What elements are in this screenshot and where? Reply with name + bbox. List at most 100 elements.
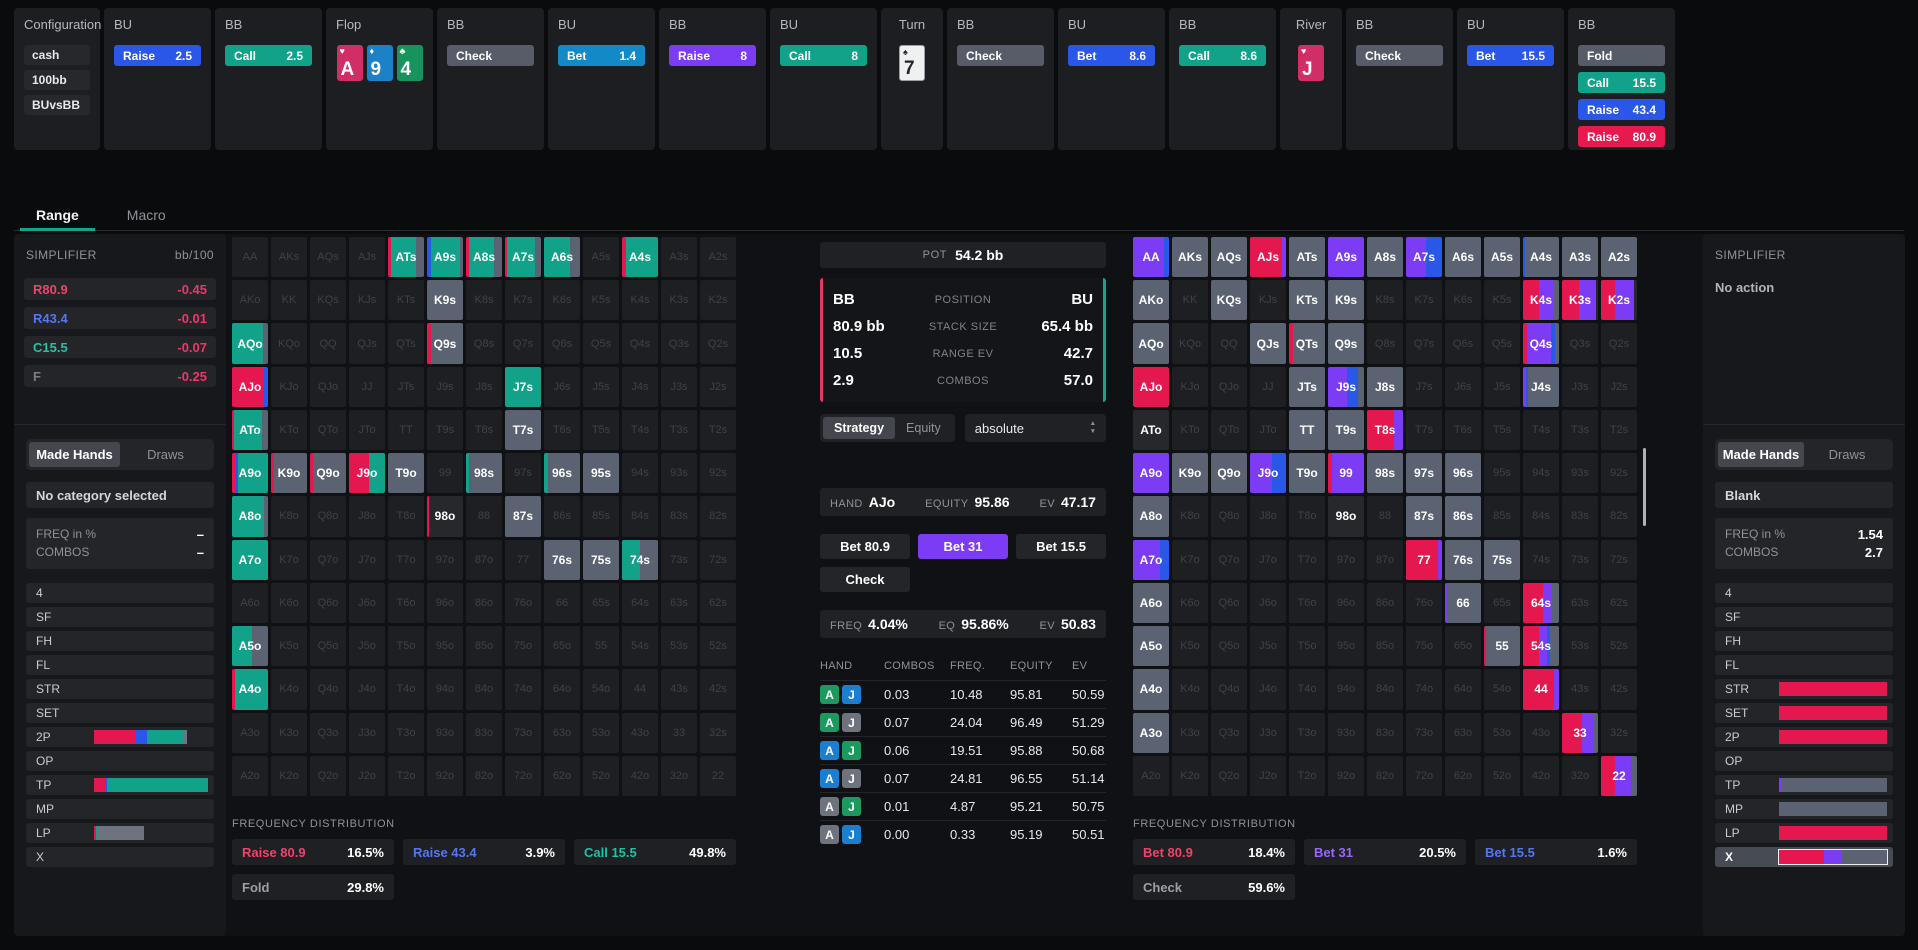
matrix-cell-J2s[interactable]: J2s [1601,366,1637,407]
freq-chip-bet-80.9[interactable]: Bet 80.9 18.4% [1133,839,1295,865]
hand-category-4[interactable]: 4 [26,583,214,603]
history-action-call-8.6[interactable]: Call 8.6 [1179,45,1266,66]
matrix-cell-JTo[interactable]: JTo [349,409,385,451]
matrix-cell-J6o[interactable]: J6o [1250,582,1286,624]
matrix-cell-76o[interactable]: 76o [1406,582,1442,624]
matrix-cell-Q2s[interactable]: Q2s [1601,323,1637,364]
matrix-cell-83s[interactable]: 83s [1562,496,1598,537]
matrix-cell-83s[interactable]: 83s [661,496,697,537]
matrix-cell-98o[interactable]: 98o [1328,496,1364,537]
config-item-cash[interactable]: cash [24,45,90,65]
matrix-cell-98s[interactable]: 98s [1367,453,1403,494]
matrix-cell-92s[interactable]: 92s [1601,453,1637,494]
draws-tab[interactable]: Draws [147,447,184,462]
matrix-cell-J2o[interactable]: J2o [1250,755,1286,796]
matrix-cell-96s[interactable]: 96s [1445,453,1481,494]
matrix-cell-Q5s[interactable]: Q5s [583,323,619,364]
matrix-cell-J4o[interactable]: J4o [1250,669,1286,710]
matrix-cell-52o[interactable]: 52o [1484,755,1520,796]
matrix-cell-76s[interactable]: 76s [1445,539,1481,580]
matrix-cell-AKs[interactable]: AKs [271,237,307,278]
matrix-cell-99[interactable]: 99 [1328,453,1364,494]
matrix-cell-43s[interactable]: 43s [661,669,697,710]
matrix-cell-TT[interactable]: TT [1289,409,1325,451]
history-action-bet-8.6[interactable]: Bet 8.6 [1068,45,1155,66]
matrix-cell-AKo[interactable]: AKo [1133,280,1169,321]
matrix-cell-KQs[interactable]: KQs [310,280,346,321]
strategy-tab[interactable]: Strategy [823,417,896,439]
matrix-cell-J8s[interactable]: J8s [466,366,502,407]
matrix-cell-76o[interactable]: 76o [505,582,541,624]
matrix-cell-KJs[interactable]: KJs [1250,280,1286,321]
matrix-cell-54s[interactable]: 54s [622,626,658,667]
history-action-raise-8[interactable]: Raise 8 [669,45,756,66]
matrix-cell-QTo[interactable]: QTo [310,409,346,451]
matrix-cell-85s[interactable]: 85s [583,496,619,537]
matrix-cell-J9o[interactable]: J9o [349,453,385,494]
matrix-cell-62s[interactable]: 62s [1601,582,1637,624]
matrix-cell-62o[interactable]: 62o [1445,755,1481,796]
hand-category-X[interactable]: X [1715,847,1893,867]
matrix-cell-94o[interactable]: 94o [427,669,463,710]
matrix-cell-J3s[interactable]: J3s [1562,366,1598,407]
matrix-cell-T9s[interactable]: T9s [1328,409,1364,451]
matrix-cell-JTo[interactable]: JTo [1250,409,1286,451]
matrix-cell-K3o[interactable]: K3o [271,712,307,753]
matrix-cell-62o[interactable]: 62o [544,755,580,796]
matrix-cell-KJo[interactable]: KJo [1172,366,1208,407]
matrix-cell-63o[interactable]: 63o [544,712,580,753]
matrix-cell-86s[interactable]: 86s [1445,496,1481,537]
matrix-cell-Q4s[interactable]: Q4s [1523,323,1559,364]
matrix-cell-42o[interactable]: 42o [622,755,658,796]
matrix-cell-22[interactable]: 22 [1601,755,1637,796]
matrix-cell-63s[interactable]: 63s [1562,582,1598,624]
history-action-raise-43.4[interactable]: Raise 43.4 [1578,99,1665,120]
hand-category-MP[interactable]: MP [1715,799,1893,819]
matrix-cell-Q8o[interactable]: Q8o [310,496,346,537]
draws-tab-right[interactable]: Draws [1828,447,1866,462]
matrix-cell-T7s[interactable]: T7s [1406,409,1442,451]
hand-category-MP[interactable]: MP [26,799,214,819]
matrix-cell-Q3o[interactable]: Q3o [310,712,346,753]
matrix-cell-AJs[interactable]: AJs [349,237,385,278]
matrix-cell-T8s[interactable]: T8s [1367,409,1403,451]
matrix-cell-K6s[interactable]: K6s [544,280,580,321]
matrix-cell-KTs[interactable]: KTs [388,280,424,321]
matrix-cell-A3s[interactable]: A3s [661,237,697,278]
matrix-cell-AKs[interactable]: AKs [1172,237,1208,278]
matrix-cell-A4s[interactable]: A4s [622,237,658,278]
matrix-cell-83o[interactable]: 83o [466,712,502,753]
matrix-cell-82o[interactable]: 82o [1367,755,1403,796]
matrix-cell-73s[interactable]: 73s [661,539,697,580]
matrix-cell-T4o[interactable]: T4o [388,669,424,710]
matrix-cell-94s[interactable]: 94s [622,453,658,494]
config-item-BUvsBB[interactable]: BUvsBB [24,95,90,115]
matrix-cell-73o[interactable]: 73o [505,712,541,753]
matrix-cell-75o[interactable]: 75o [1406,626,1442,667]
hand-category-STR[interactable]: STR [26,679,214,699]
matrix-cell-AKo[interactable]: AKo [232,280,268,321]
matrix-cell-A7s[interactable]: A7s [1406,237,1442,278]
hand-category-TP[interactable]: TP [26,775,214,795]
matrix-cell-54o[interactable]: 54o [583,669,619,710]
matrix-cell-JTs[interactable]: JTs [388,366,424,407]
matrix-cell-65s[interactable]: 65s [1484,582,1520,624]
matrix-cell-T7s[interactable]: T7s [505,409,541,451]
matrix-cell-T8o[interactable]: T8o [1289,496,1325,537]
matrix-cell-52s[interactable]: 52s [700,626,736,667]
matrix-cell-T5o[interactable]: T5o [1289,626,1325,667]
matrix-cell-J3o[interactable]: J3o [349,712,385,753]
matrix-cell-53s[interactable]: 53s [661,626,697,667]
matrix-cell-A7o[interactable]: A7o [1133,539,1169,580]
matrix-cell-QJs[interactable]: QJs [349,323,385,364]
matrix-cell-42s[interactable]: 42s [1601,669,1637,710]
simplifier-row-C15.5[interactable]: C15.5 -0.07 [24,336,216,358]
matrix-cell-82s[interactable]: 82s [1601,496,1637,537]
matrix-cell-73s[interactable]: 73s [1562,539,1598,580]
matrix-cell-Q8o[interactable]: Q8o [1211,496,1247,537]
hand-category-FH[interactable]: FH [26,631,214,651]
matrix-cell-A4o[interactable]: A4o [232,669,268,710]
matrix-cell-AA[interactable]: AA [1133,237,1169,278]
matrix-cell-A2o[interactable]: A2o [1133,755,1169,796]
matrix-cell-Q7s[interactable]: Q7s [505,323,541,364]
